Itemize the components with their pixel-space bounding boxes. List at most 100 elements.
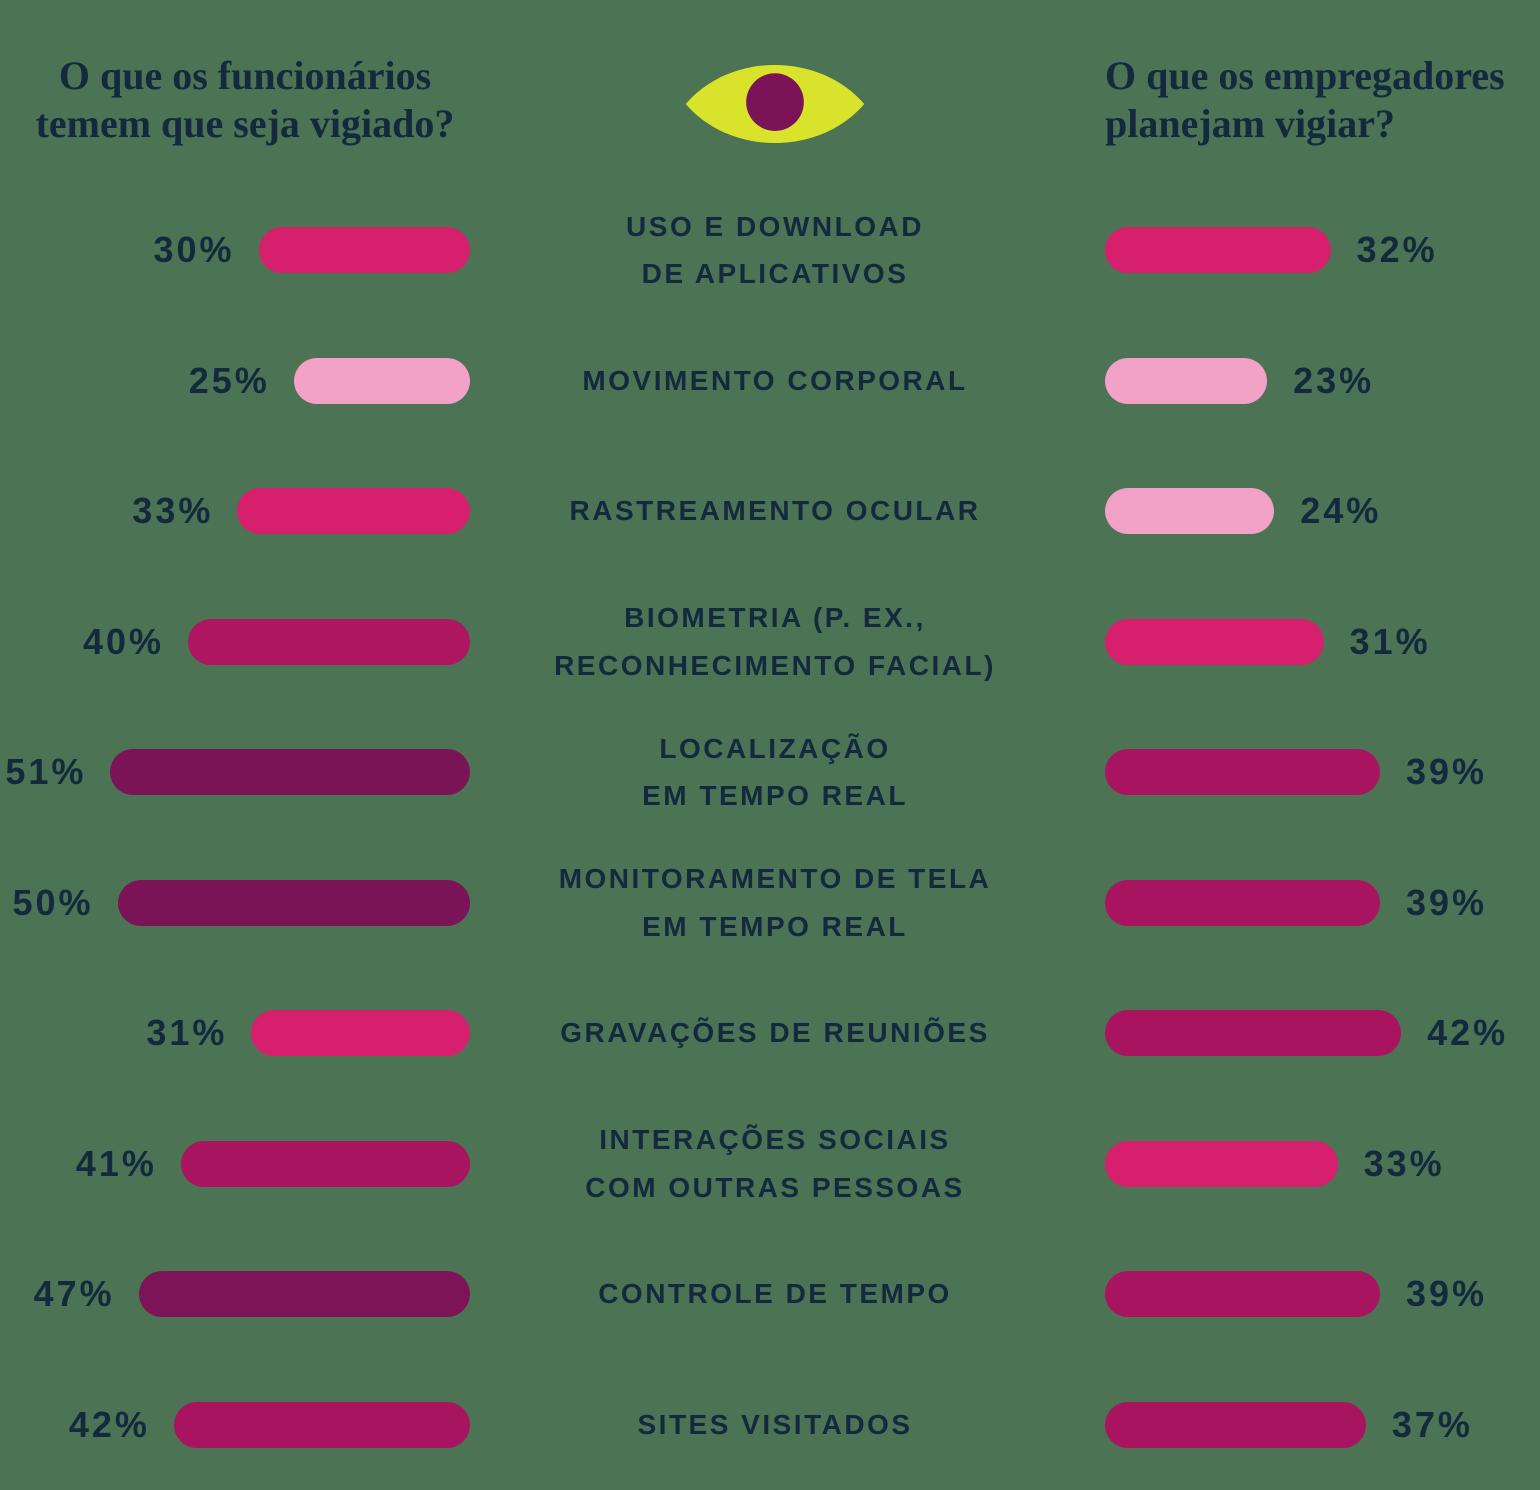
left-series-cell: 47% (0, 1271, 490, 1318)
category-label-line: DE APLICATIVOS (641, 258, 909, 290)
category-cell: INTERAÇÕES SOCIAIS COM OUTRAS PESSOAS (490, 1116, 1060, 1211)
category-label: CONTROLE DE TEMPO (598, 1270, 952, 1318)
category-cell: GRAVAÇÕES DE REUNIÕES (490, 1009, 1060, 1057)
right-value-label: 37% (1391, 1403, 1473, 1445)
left-title-line: O que os funcionários (58, 52, 432, 98)
chart-row: 47% CONTROLE DE TEMPO 39% (0, 1229, 1540, 1360)
category-label-line: EM TEMPO REAL (642, 910, 908, 942)
right-series-cell: 32% (1060, 227, 1540, 274)
right-value-label: 33% (1363, 1142, 1445, 1184)
right-bar (1105, 879, 1380, 926)
category-label-line: BIOMETRIA (P. EX., (624, 602, 926, 634)
category-label: MOVIMENTO CORPORAL (582, 357, 967, 405)
right-series-cell: 39% (1060, 879, 1540, 926)
chart-row: 51% LOCALIZAÇÃO EM TEMPO REAL 39% (0, 707, 1540, 838)
category-label: LOCALIZAÇÃO EM TEMPO REAL (642, 725, 908, 820)
category-label-line: GRAVAÇÕES DE REUNIÕES (560, 1017, 990, 1049)
right-bar (1105, 227, 1331, 274)
right-value-label: 42% (1427, 1012, 1509, 1054)
right-value-label: 39% (1405, 881, 1487, 923)
left-value-label: 51% (5, 751, 87, 793)
chart-row: 40% BIOMETRIA (P. EX., RECONHECIMENTO FA… (0, 577, 1540, 708)
right-value-label: 31% (1349, 620, 1431, 662)
left-series-cell: 31% (0, 1010, 490, 1057)
right-value-label: 39% (1405, 1273, 1487, 1315)
eye-icon (685, 64, 865, 143)
right-bar (1105, 749, 1380, 796)
right-value-label: 39% (1405, 751, 1487, 793)
left-series-cell: 51% (0, 749, 490, 796)
category-label-line: COM OUTRAS PESSOAS (585, 1171, 965, 1203)
left-bar (110, 749, 470, 796)
eye-icon-wrap (490, 28, 1060, 158)
category-label: BIOMETRIA (P. EX., RECONHECIMENTO FACIAL… (554, 594, 996, 689)
left-column-title: O que os funcionários temem que seja vig… (0, 38, 490, 148)
category-label: RASTREAMENTO OCULAR (570, 487, 981, 535)
category-cell: MOVIMENTO CORPORAL (490, 357, 1060, 405)
left-value-label: 40% (82, 620, 164, 662)
category-label: USO E DOWNLOAD DE APLICATIVOS (626, 203, 924, 298)
left-value-label: 31% (146, 1012, 228, 1054)
chart-row: 50% MONITORAMENTO DE TELA EM TEMPO REAL … (0, 838, 1540, 969)
chart-rows: 30% USO E DOWNLOAD DE APLICATIVOS 32% 25… (0, 185, 1540, 1490)
category-label-line: LOCALIZAÇÃO (659, 732, 891, 764)
category-label-line: MOVIMENTO CORPORAL (582, 364, 968, 396)
right-value-label: 23% (1293, 359, 1375, 401)
right-bar (1105, 1010, 1402, 1057)
left-series-cell: 41% (0, 1140, 490, 1187)
left-value-label: 30% (153, 229, 235, 271)
category-cell: LOCALIZAÇÃO EM TEMPO REAL (490, 725, 1060, 820)
right-bar (1105, 488, 1275, 535)
chart-row: 33% RASTREAMENTO OCULAR 24% (0, 446, 1540, 577)
category-label-line: RECONHECIMENTO FACIAL) (554, 649, 996, 681)
right-series-cell: 24% (1060, 488, 1540, 535)
right-bar (1105, 357, 1268, 404)
left-bar (173, 1401, 470, 1448)
category-label-line: MONITORAMENTO DE TELA (558, 863, 992, 895)
category-label-line: USO E DOWNLOAD (626, 210, 924, 242)
right-column-title: O que os empregadores planejam vigiar? (1060, 38, 1540, 148)
chart-row: 25% MOVIMENTO CORPORAL 23% (0, 316, 1540, 447)
left-series-cell: 40% (0, 618, 490, 665)
category-cell: SITES VISITADOS (490, 1401, 1060, 1449)
right-series-cell: 39% (1060, 749, 1540, 796)
right-bar (1105, 1401, 1366, 1448)
left-bar (251, 1010, 470, 1057)
category-label-line: EM TEMPO REAL (642, 780, 908, 812)
eye-pupil (746, 72, 804, 131)
left-bar (138, 1271, 470, 1318)
right-bar (1105, 618, 1324, 665)
category-cell: BIOMETRIA (P. EX., RECONHECIMENTO FACIAL… (490, 594, 1060, 689)
category-label-line: CONTROLE DE TEMPO (598, 1278, 952, 1310)
left-value-label: 25% (188, 359, 270, 401)
right-series-cell: 42% (1060, 1010, 1540, 1057)
left-title-line: temem que seja vigiado? (35, 100, 455, 146)
left-series-cell: 50% (0, 879, 490, 926)
right-bar (1105, 1140, 1338, 1187)
left-bar (188, 618, 470, 665)
left-value-label: 41% (75, 1142, 157, 1184)
header: O que os funcionários temem que seja vig… (0, 0, 1540, 185)
chart-row: 30% USO E DOWNLOAD DE APLICATIVOS 32% (0, 185, 1540, 316)
right-series-cell: 37% (1060, 1401, 1540, 1448)
category-label-line: RASTREAMENTO OCULAR (569, 495, 981, 527)
right-value-label: 32% (1356, 229, 1438, 271)
left-series-cell: 25% (0, 357, 490, 404)
category-label: SITES VISITADOS (637, 1401, 912, 1449)
left-bar (180, 1140, 470, 1187)
right-title-line: planejam vigiar? (1105, 100, 1395, 146)
category-label-line: INTERAÇÕES SOCIAIS (599, 1124, 951, 1156)
right-series-cell: 31% (1060, 618, 1540, 665)
left-bar (117, 879, 470, 926)
left-value-label: 33% (132, 490, 214, 532)
left-series-cell: 42% (0, 1401, 490, 1448)
category-label: GRAVAÇÕES DE REUNIÕES (560, 1009, 990, 1057)
category-cell: MONITORAMENTO DE TELA EM TEMPO REAL (490, 855, 1060, 950)
left-series-cell: 33% (0, 488, 490, 535)
category-cell: CONTROLE DE TEMPO (490, 1270, 1060, 1318)
left-value-label: 47% (33, 1273, 115, 1315)
left-bar (293, 357, 470, 404)
right-series-cell: 39% (1060, 1271, 1540, 1318)
right-value-label: 24% (1300, 490, 1382, 532)
